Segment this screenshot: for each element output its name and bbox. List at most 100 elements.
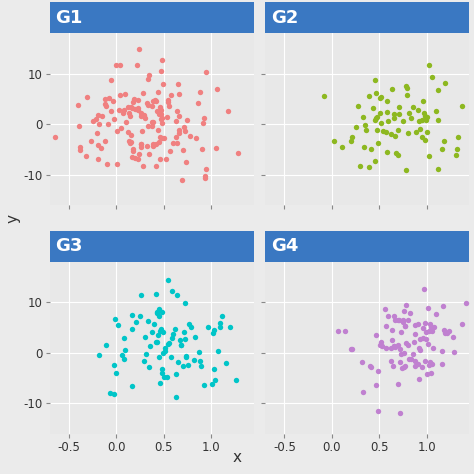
Point (192, 134, 200, 142)
Point (174, 358, 182, 366)
Point (141, 114, 149, 122)
Point (156, 103, 164, 110)
Point (127, 139, 134, 146)
Point (182, 354, 189, 361)
Point (397, 328, 405, 336)
Point (182, 159, 190, 166)
Text: G2: G2 (271, 9, 299, 27)
Point (109, 98, 117, 105)
Point (202, 69, 210, 76)
Point (83, 93, 91, 101)
Point (453, 145, 461, 153)
Point (173, 117, 180, 124)
Point (403, 84, 411, 91)
Point (155, 305, 163, 313)
Point (159, 328, 167, 336)
Point (365, 92, 373, 100)
Point (433, 310, 440, 318)
Point (413, 128, 420, 136)
Point (156, 134, 164, 141)
Point (377, 119, 385, 127)
Point (416, 336, 424, 343)
Point (201, 382, 208, 389)
Point (103, 160, 111, 168)
Point (400, 319, 407, 326)
Point (421, 112, 428, 119)
Point (208, 381, 216, 388)
Point (451, 348, 458, 356)
Point (167, 91, 175, 99)
Point (215, 347, 222, 355)
Point (372, 331, 380, 339)
Point (423, 371, 431, 378)
Point (392, 149, 400, 157)
Point (410, 338, 418, 346)
Point (365, 163, 373, 171)
Point (185, 320, 192, 328)
Point (348, 133, 356, 140)
Point (168, 335, 176, 342)
Point (155, 353, 163, 361)
Point (159, 80, 167, 88)
Point (113, 160, 120, 168)
Point (175, 127, 183, 134)
Point (403, 91, 410, 99)
Point (124, 103, 131, 110)
Point (173, 140, 181, 147)
Point (383, 128, 390, 136)
Point (197, 363, 205, 370)
Point (363, 126, 370, 133)
Point (371, 117, 379, 124)
Point (377, 93, 385, 101)
Point (128, 325, 136, 333)
Point (389, 362, 396, 370)
Point (394, 316, 401, 324)
Point (121, 90, 129, 98)
Point (428, 328, 436, 335)
Point (115, 106, 123, 114)
Point (164, 97, 172, 104)
Point (371, 76, 379, 83)
Point (201, 114, 208, 121)
Point (222, 359, 230, 366)
Point (431, 323, 438, 330)
Point (373, 113, 381, 120)
Point (414, 106, 421, 113)
Point (356, 163, 364, 170)
Point (143, 99, 150, 106)
Point (224, 108, 232, 115)
Point (395, 103, 403, 110)
Point (155, 110, 163, 118)
Point (157, 106, 165, 114)
Point (382, 344, 390, 351)
Point (155, 331, 162, 338)
Point (359, 388, 367, 396)
Point (427, 324, 435, 331)
Point (146, 363, 153, 371)
Point (367, 146, 374, 153)
Point (121, 346, 128, 354)
Point (209, 329, 217, 337)
Point (384, 118, 392, 125)
Point (158, 134, 166, 141)
Point (176, 337, 184, 344)
Point (419, 116, 426, 124)
Point (112, 61, 120, 69)
Point (135, 150, 142, 158)
Point (157, 68, 164, 75)
Point (441, 329, 448, 337)
Point (129, 145, 137, 153)
Point (172, 325, 179, 333)
Point (93, 130, 100, 137)
Point (161, 374, 168, 381)
Point (196, 357, 204, 365)
Point (164, 113, 171, 121)
Point (439, 303, 447, 310)
Point (113, 127, 120, 135)
Point (158, 114, 166, 122)
Point (359, 358, 366, 365)
Point (330, 137, 337, 145)
Point (204, 323, 211, 331)
Point (173, 291, 181, 299)
Point (422, 117, 429, 124)
